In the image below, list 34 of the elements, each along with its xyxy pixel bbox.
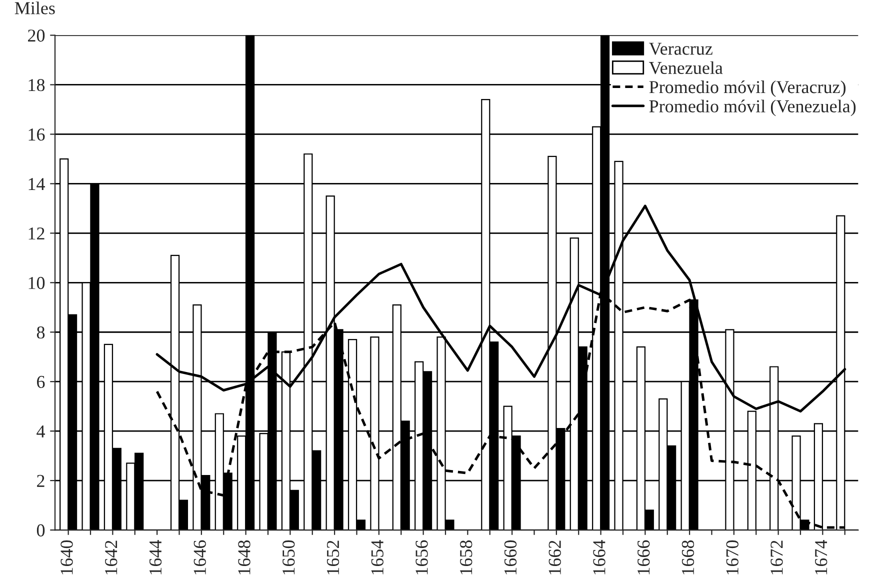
y-tick-label: 12 (28, 227, 44, 240)
x-tick-label: 1644 (149, 540, 162, 574)
x-tick-label: 1664 (593, 540, 606, 574)
y-tick-label: 8 (36, 326, 45, 339)
legend-label: Venezuela (648, 61, 723, 74)
x-tick-label: 1642 (105, 540, 118, 574)
x-tick-label: 1670 (726, 540, 738, 574)
x-tick-label: 1668 (682, 540, 694, 574)
y-tick-label: 18 (28, 78, 45, 92)
y-tick-label: 14 (28, 178, 45, 190)
y-tick-label: 20 (28, 30, 45, 42)
y-axis-title: Miles (14, 2, 55, 14)
x-tick-label: 1646 (194, 540, 206, 574)
legend-label: Promedio móvil (Venezuela) (649, 100, 856, 116)
x-tick-label: 1656 (416, 540, 428, 574)
x-tick-label: 1652 (326, 540, 340, 574)
legend-label: Promedio móvil (Veracruz) (649, 80, 846, 97)
y-tick-label: 16 (28, 128, 45, 141)
x-tick-label: 1674 (815, 540, 828, 574)
y-tick-label: 2 (37, 474, 44, 487)
x-tick-label: 1660 (504, 540, 517, 574)
y-tick-label: 10 (28, 276, 45, 290)
y-tick-label: 0 (36, 524, 45, 536)
x-tick-label: 1648 (238, 540, 250, 574)
x-tick-label: 1654 (371, 540, 384, 574)
x-tick-label: 1650 (282, 540, 295, 574)
x-tick-label: 1672 (770, 540, 783, 574)
x-tick-label: 1640 (60, 540, 73, 574)
legend-label: Veracruz (648, 42, 712, 55)
x-tick-label: 1666 (638, 540, 650, 574)
y-tick-label: 4 (36, 425, 45, 438)
y-tick-label: 6 (37, 376, 45, 388)
x-tick-label: 1662 (548, 540, 561, 574)
x-tick-label: 1658 (460, 540, 472, 574)
